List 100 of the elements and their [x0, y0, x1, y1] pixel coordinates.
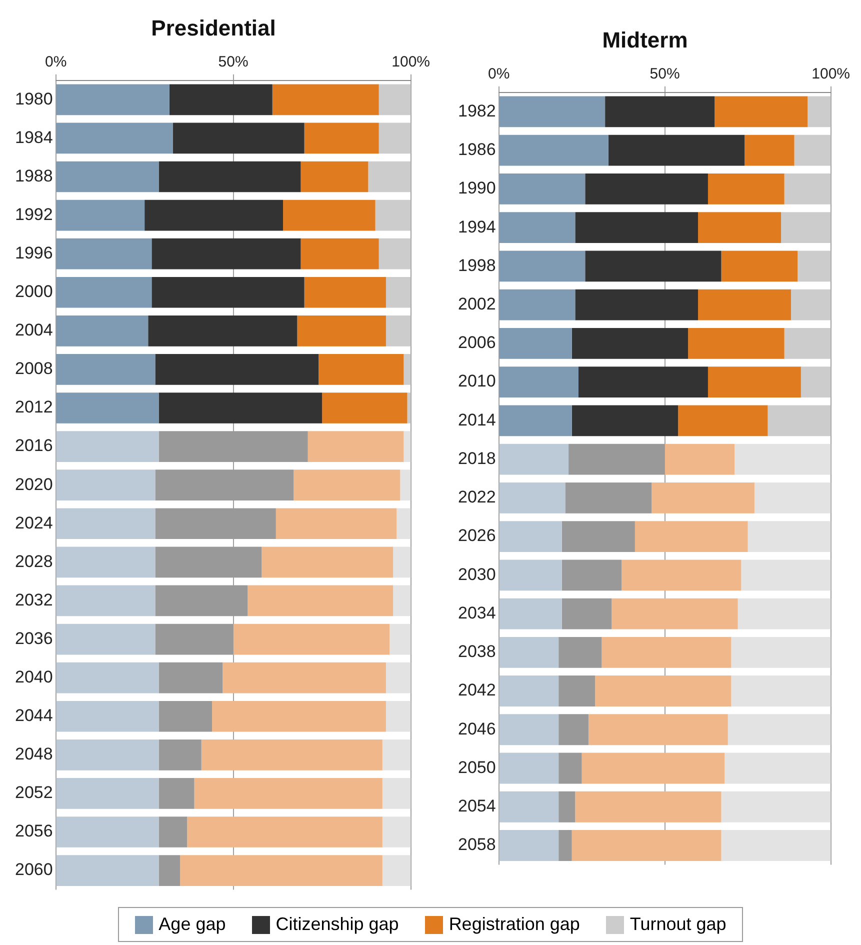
bar — [558, 676, 596, 706]
y-tick-label: 1996 — [14, 244, 53, 263]
y-tick-label: 2036 — [14, 628, 53, 648]
bar — [396, 508, 411, 540]
bar — [404, 431, 411, 462]
bar — [708, 366, 801, 398]
bar — [308, 431, 404, 462]
bar — [605, 96, 715, 128]
bar — [622, 560, 742, 591]
bar — [194, 778, 382, 809]
bar — [688, 328, 784, 359]
x-tick-label: 0% — [488, 66, 510, 83]
bar — [575, 289, 698, 320]
bar — [585, 174, 708, 204]
bar — [698, 289, 791, 320]
y-tick-label: 2058 — [458, 835, 496, 854]
y-tick-label: 2012 — [14, 398, 53, 417]
bar — [158, 778, 194, 809]
bar — [56, 508, 156, 540]
bar — [582, 752, 725, 784]
y-tick-label: 2038 — [458, 642, 496, 662]
bar — [562, 598, 612, 630]
bar — [158, 392, 322, 424]
y-tick-label: 2044 — [14, 706, 53, 726]
y-tick-label: 2020 — [14, 474, 53, 494]
bar — [731, 676, 831, 706]
bar — [400, 470, 411, 501]
bar — [499, 212, 576, 244]
bar — [721, 830, 831, 861]
bar — [404, 354, 411, 385]
bar — [572, 328, 688, 359]
bar — [152, 276, 304, 308]
bar — [148, 316, 298, 346]
y-tick-label: 1994 — [458, 217, 496, 236]
bar — [784, 174, 831, 204]
y-tick-label: 2028 — [14, 552, 53, 571]
bar — [386, 316, 411, 346]
bar — [158, 161, 301, 192]
bar — [386, 662, 411, 694]
legend-label: Turnout gap — [630, 914, 726, 935]
bar — [499, 289, 576, 320]
bar — [386, 276, 411, 308]
y-tick-label: 1980 — [14, 89, 53, 108]
bar — [155, 354, 319, 385]
bar — [155, 508, 276, 540]
y-tick-label: 1992 — [14, 204, 53, 224]
bar — [318, 354, 404, 385]
bar — [304, 122, 379, 154]
y-tick-label: 2000 — [14, 282, 53, 302]
bar — [634, 521, 748, 552]
bar — [499, 405, 572, 436]
bar — [731, 636, 831, 668]
bar — [368, 161, 411, 192]
bar — [158, 662, 223, 694]
bar — [390, 624, 411, 655]
bar — [499, 134, 608, 166]
bar — [575, 791, 722, 822]
bar — [499, 791, 559, 822]
bar — [499, 676, 559, 706]
bar — [212, 700, 386, 732]
bar — [499, 482, 566, 514]
bar — [748, 521, 831, 552]
bar — [56, 276, 152, 308]
bar — [499, 598, 562, 630]
bar — [56, 200, 145, 231]
y-tick-label: 1986 — [458, 140, 496, 160]
y-tick-label: 2050 — [458, 758, 496, 777]
bar — [558, 830, 572, 861]
chart-title: Midterm — [602, 27, 688, 52]
y-tick-label: 2022 — [458, 488, 496, 507]
bar — [794, 134, 831, 166]
bar — [386, 700, 411, 732]
bar — [595, 676, 732, 706]
bar — [754, 482, 831, 514]
bar — [562, 560, 622, 591]
bar — [56, 354, 156, 385]
bar — [800, 366, 831, 398]
bar — [499, 174, 586, 204]
bar — [602, 636, 732, 668]
y-tick-label: 1990 — [458, 178, 496, 198]
bar — [499, 521, 562, 552]
bar — [300, 161, 368, 192]
bar — [678, 405, 768, 436]
x-tick-label: 100% — [812, 66, 850, 83]
bar — [276, 508, 397, 540]
bar — [781, 212, 831, 244]
bar — [56, 739, 159, 770]
bar — [155, 470, 294, 501]
bar — [158, 855, 180, 886]
y-tick-label: 2048 — [14, 744, 53, 764]
bar — [393, 585, 411, 616]
chart-title: Presidential — [151, 15, 276, 40]
bar — [499, 96, 606, 128]
bar — [708, 174, 784, 204]
bar — [585, 250, 722, 282]
bar — [56, 662, 159, 694]
bar — [572, 405, 678, 436]
bar — [382, 778, 411, 809]
y-tick-label: 1988 — [14, 166, 53, 186]
y-tick-label: 2034 — [458, 603, 496, 622]
